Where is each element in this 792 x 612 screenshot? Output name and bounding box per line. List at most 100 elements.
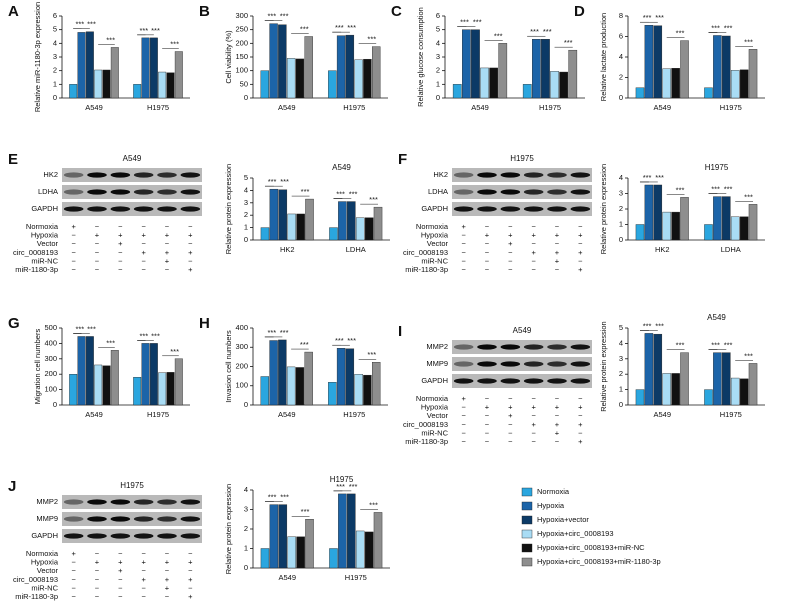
bar xyxy=(730,377,740,406)
condition-sign: − xyxy=(508,222,513,231)
bar xyxy=(704,87,713,99)
blot-band xyxy=(570,361,591,367)
blot-band xyxy=(180,206,201,212)
y-tick-label: 1 xyxy=(619,219,623,228)
blot-band xyxy=(157,206,177,212)
y-tick-label: 0 xyxy=(244,400,248,409)
y-tick-label: 400 xyxy=(235,323,248,332)
blot-band xyxy=(110,499,131,505)
condition-sign: − xyxy=(141,549,146,558)
condition-sign: − xyxy=(578,411,583,420)
condition-sign: − xyxy=(118,549,123,558)
condition-sign: + xyxy=(188,592,193,601)
bar xyxy=(347,201,356,241)
condition-sign: − xyxy=(461,231,466,240)
y-axis-label: Migration cell numbers xyxy=(33,329,42,405)
condition-sign: − xyxy=(531,256,536,265)
condition-sign: − xyxy=(531,265,536,274)
bar xyxy=(462,29,471,99)
bar xyxy=(635,224,645,241)
y-tick-label: 3 xyxy=(244,504,248,513)
condition-sign: − xyxy=(508,256,513,265)
significance: *** xyxy=(267,328,276,337)
bar xyxy=(559,71,569,99)
x-tick-label: HK2 xyxy=(280,245,295,254)
y-tick-label: 0 xyxy=(244,93,248,102)
condition-label: miR-1180-3p xyxy=(15,265,58,274)
condition-sign: − xyxy=(95,256,100,265)
significance: *** xyxy=(460,18,469,27)
legend-swatch xyxy=(521,557,533,567)
blot-band xyxy=(63,533,84,539)
bar xyxy=(269,188,279,241)
condition-label: miR-NC xyxy=(31,256,58,265)
x-tick-label: LDHA xyxy=(721,245,741,254)
condition-sign: − xyxy=(95,239,100,248)
bar xyxy=(355,530,365,569)
blot-band xyxy=(63,499,84,505)
condition-sign: − xyxy=(165,592,170,601)
significance: *** xyxy=(300,340,309,349)
chart-title: H1975 xyxy=(705,163,729,172)
blot-band xyxy=(63,206,84,212)
condition-label: circ_0008193 xyxy=(403,248,448,257)
bar xyxy=(680,197,689,241)
blot-band xyxy=(570,172,591,178)
condition-sign: + xyxy=(95,231,100,240)
y-tick-label: 3 xyxy=(619,188,623,197)
condition-label: Normoxia xyxy=(416,394,449,403)
bar xyxy=(260,548,270,569)
blot-band xyxy=(87,516,107,522)
y-tick-label: 200 xyxy=(235,361,248,370)
bar xyxy=(713,35,722,99)
bar xyxy=(345,348,355,406)
blot-band xyxy=(500,189,521,195)
bar xyxy=(110,47,119,99)
condition-sign: − xyxy=(461,437,466,446)
band-label: GAPDH xyxy=(421,376,448,385)
condition-sign: − xyxy=(461,403,466,412)
bar xyxy=(653,184,663,241)
condition-sign: + xyxy=(578,437,583,446)
condition-sign: − xyxy=(555,222,560,231)
condition-sign: − xyxy=(141,239,146,248)
condition-sign: − xyxy=(188,256,193,265)
y-tick-label: 1 xyxy=(619,385,623,394)
band-label: GAPDH xyxy=(31,204,58,213)
y-axis-label: Invasion cell numbers xyxy=(224,330,233,403)
bar xyxy=(77,336,86,406)
condition-sign: − xyxy=(461,265,466,274)
condition-sign: + xyxy=(188,558,193,567)
condition-sign: + xyxy=(485,231,490,240)
y-tick-label: 300 xyxy=(44,354,57,363)
significance: *** xyxy=(367,35,376,44)
blot-band xyxy=(87,172,107,178)
panel-label: C xyxy=(391,3,402,20)
bar xyxy=(345,34,355,99)
bar xyxy=(278,339,287,406)
blot-band xyxy=(63,172,84,178)
condition-sign: − xyxy=(461,411,466,420)
condition-label: miR-NC xyxy=(31,583,58,592)
bar xyxy=(644,184,654,241)
bar xyxy=(260,70,270,99)
bar xyxy=(662,68,671,99)
significance: *** xyxy=(267,12,276,21)
panel-label: D xyxy=(574,3,585,20)
significance: *** xyxy=(744,37,753,46)
blot-band xyxy=(133,516,154,522)
blot-band xyxy=(500,378,521,384)
bar xyxy=(498,43,508,99)
blot-band xyxy=(110,533,131,539)
condition-sign: + xyxy=(555,403,560,412)
condition-sign: − xyxy=(71,231,76,240)
bar xyxy=(77,32,86,99)
condition-sign: − xyxy=(141,566,146,575)
blot-band xyxy=(87,499,107,505)
condition-sign: − xyxy=(71,566,76,575)
bar xyxy=(748,363,758,406)
y-tick-label: 5 xyxy=(436,25,440,34)
significance: *** xyxy=(530,27,539,36)
bar xyxy=(85,336,94,406)
bar xyxy=(372,362,381,406)
